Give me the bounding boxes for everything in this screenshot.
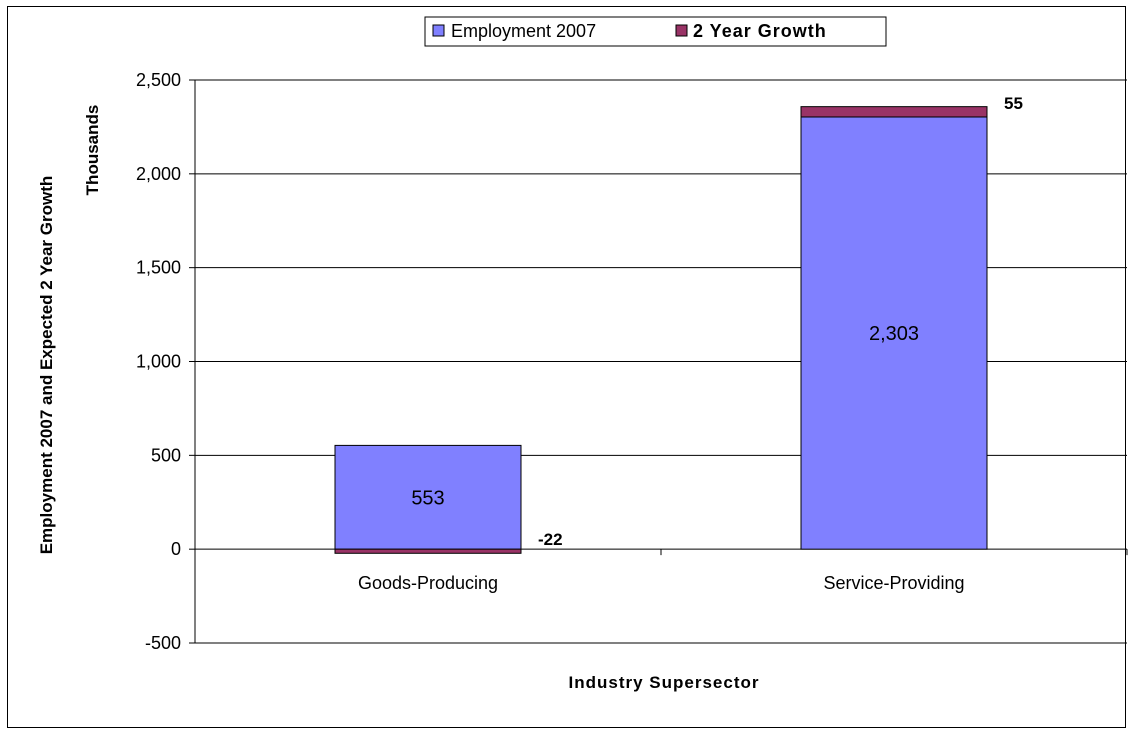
- data-label-employment-2007-0: 553: [411, 487, 444, 509]
- y-axis-title-line-2: Thousands: [83, 105, 102, 196]
- bar-employment-2007-1: [800, 116, 988, 550]
- category-label-1: Service-Providing: [823, 573, 964, 593]
- legend-label-employment-2007: Employment 2007: [451, 21, 596, 41]
- bars: [334, 106, 988, 554]
- category-label-0: Goods-Producing: [358, 573, 498, 593]
- legend-swatch-employment-2007: [432, 24, 445, 37]
- y-tick-label-0: -500: [145, 633, 181, 653]
- y-tick-label-4: 1,500: [136, 258, 181, 278]
- y-tick-label-3: 1,000: [136, 352, 181, 372]
- x-axis-title: Industry Supersector: [569, 673, 760, 692]
- y-axis-title-line-1: Employment 2007 and Expected 2 Year Grow…: [37, 176, 56, 555]
- y-tick-label-1: 0: [171, 539, 181, 559]
- y-tick-label-5: 2,000: [136, 164, 181, 184]
- category-labels: Goods-Producing Service-Providing: [358, 573, 965, 593]
- bar-2-year-growth-1: [800, 106, 988, 118]
- y-tick-label-2: 500: [151, 445, 181, 465]
- legend: Employment 2007 2 Year Growth: [424, 16, 887, 47]
- data-label-employment-2007-1: 2,303: [869, 323, 919, 345]
- y-tick-label-6: 2,500: [136, 70, 181, 90]
- y-ticks: -500 0 500 1,000 1,500 2,000 2,500: [136, 70, 1128, 653]
- legend-swatch-2-year-growth: [675, 24, 688, 37]
- data-label-2-year-growth-0: -22: [538, 530, 563, 549]
- data-labels: 553 -22 2,303 55: [411, 94, 1023, 549]
- legend-label-2-year-growth: 2 Year Growth: [693, 21, 827, 41]
- legend-box: [424, 16, 887, 47]
- bar-2-year-growth-0: [334, 548, 522, 554]
- bar-employment-2007-0: [334, 444, 522, 550]
- data-label-2-year-growth-1: 55: [1004, 94, 1023, 113]
